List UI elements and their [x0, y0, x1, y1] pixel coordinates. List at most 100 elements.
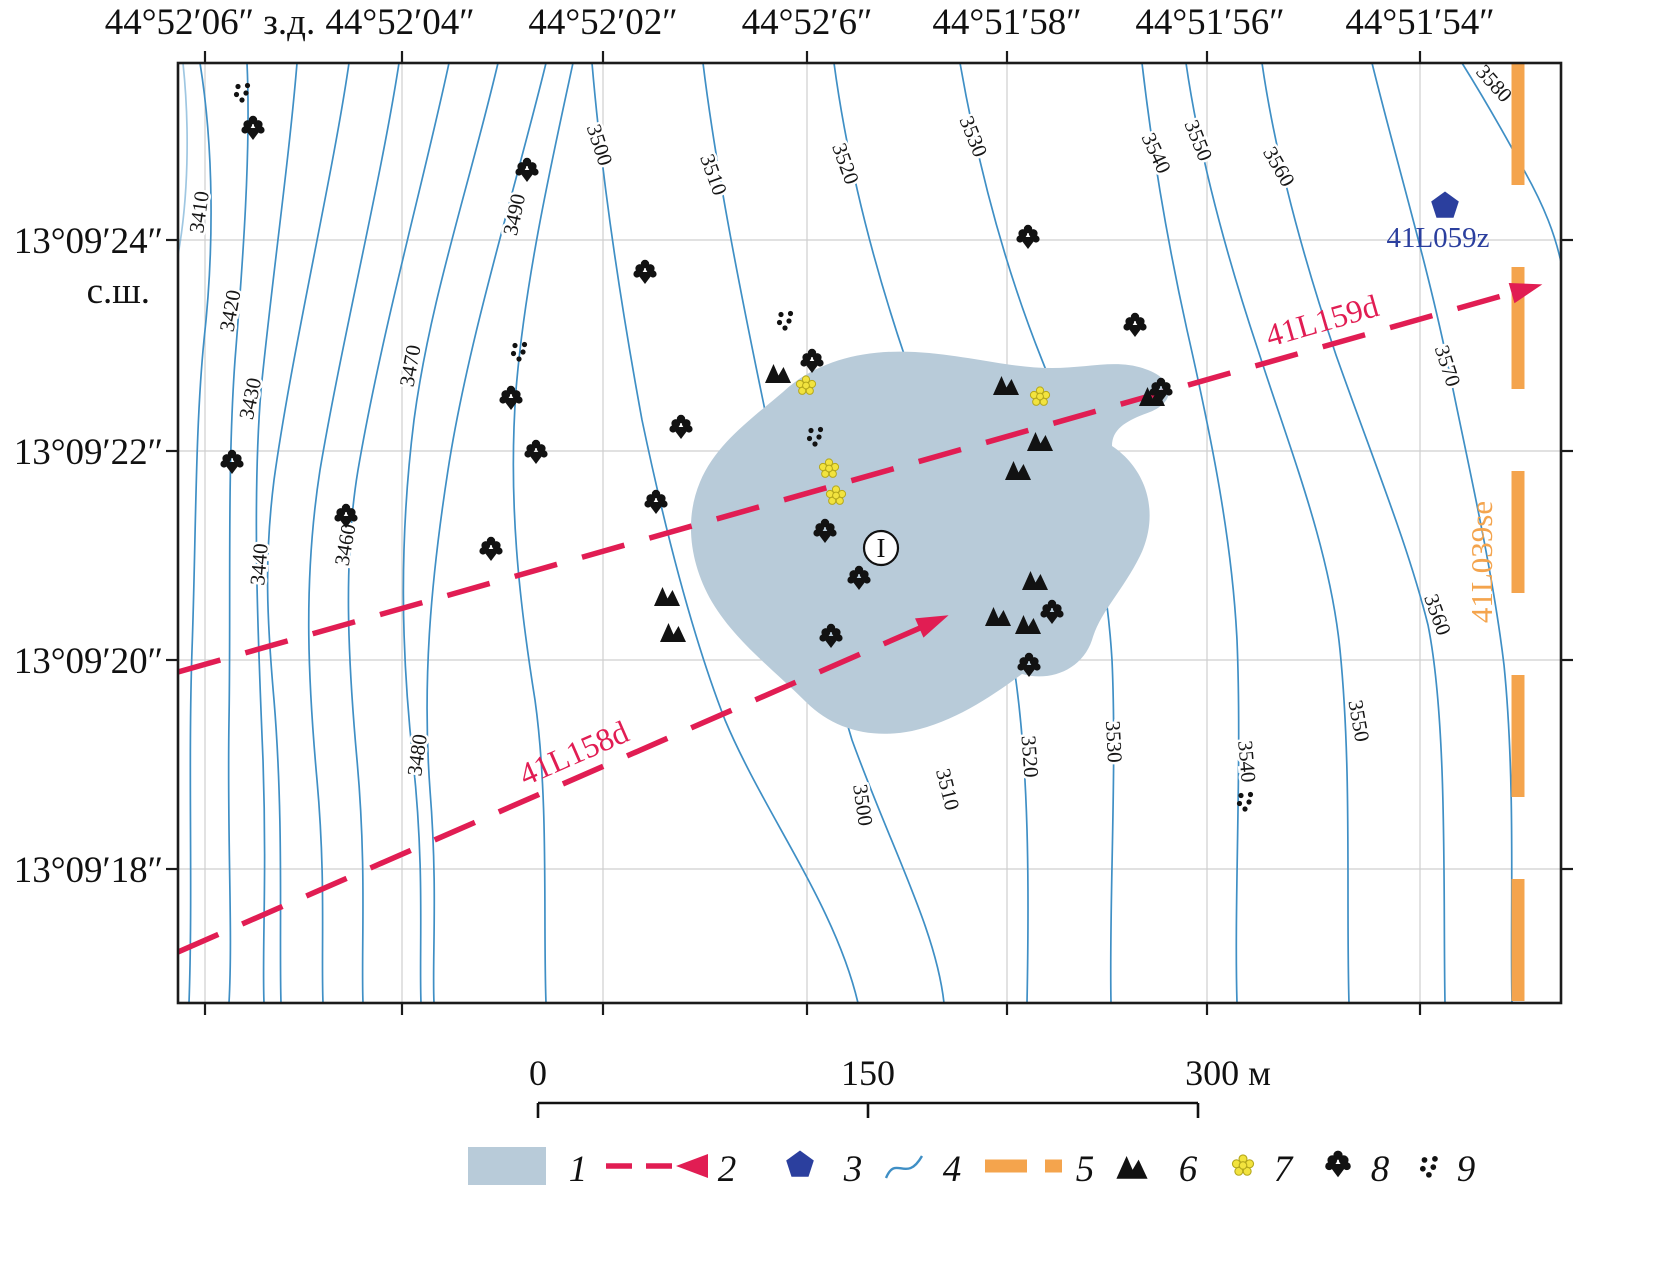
- contour-depth-label: 3550: [1343, 698, 1374, 744]
- contour-depth-label: 3500: [582, 121, 618, 168]
- area-circle: [862, 529, 900, 567]
- contour-line: [1461, 63, 1561, 263]
- contour-depth-label: 3480: [402, 733, 432, 778]
- legend-arrowhead-icon: [676, 1154, 708, 1178]
- contour-depth-label: 3410: [184, 190, 214, 235]
- contour-depth-label: 3570: [1430, 342, 1466, 389]
- contour-depth-label: 3510: [695, 151, 732, 199]
- lon-label: 44°52′06″ з.д.: [105, 2, 316, 43]
- shell-cluster-icon: [1016, 224, 1040, 249]
- contour-depth-label: 3530: [954, 112, 992, 160]
- track-arrowhead-icon: [1508, 283, 1543, 304]
- contour-depth-label: 3430: [234, 376, 266, 422]
- contour-depth-label: 3530: [1101, 720, 1127, 763]
- dots-icon: [1236, 791, 1254, 812]
- legend-number: 6: [1179, 1149, 1198, 1190]
- shell-cluster-icon: [515, 157, 539, 182]
- lon-label: 44°52′02″: [528, 2, 677, 43]
- shell-cluster-icon: [241, 115, 265, 140]
- lon-label: 44°51′54″: [1345, 2, 1494, 43]
- scale-label-end: 300 м: [1185, 1053, 1271, 1093]
- contour-line: [255, 63, 298, 1003]
- lon-label: 44°52′04″: [325, 2, 474, 43]
- contour-line: [266, 63, 350, 1003]
- chimney-icon: [765, 364, 791, 383]
- legend-contour-sample: [884, 1155, 924, 1179]
- longitude-axis: 44°52′06″ з.д. 44°52′04″ 44°52′02″ 44°52…: [105, 2, 1495, 43]
- contour-line: [347, 63, 450, 1003]
- map-frame: [176, 61, 1563, 1005]
- contour-line: [1185, 63, 1350, 1003]
- legend-dots-icon: [1419, 1155, 1438, 1178]
- scale-label-middle: 150: [841, 1053, 895, 1093]
- legend-number: 3: [843, 1149, 863, 1190]
- contour-line: [1261, 63, 1446, 1003]
- shell-cluster-icon: [479, 536, 503, 561]
- hydrothermal-field-area: [690, 351, 1169, 734]
- track-label-41L159d: 41L159d: [1261, 287, 1382, 353]
- lat-label: 13°09′24″: [14, 221, 163, 262]
- legend-number: 8: [1371, 1149, 1390, 1190]
- contour-line: [1371, 63, 1513, 1003]
- legend-pentagon-icon: [786, 1150, 814, 1177]
- legend-chimney-icon: [1116, 1156, 1148, 1179]
- lon-label: 44°51′56″: [1135, 2, 1284, 43]
- lon-label: 44°51′58″: [932, 2, 1081, 43]
- legend-number: 9: [1457, 1149, 1476, 1190]
- contour-line: [512, 63, 574, 1003]
- dots-icon: [776, 310, 794, 331]
- contour-line: [591, 63, 859, 1003]
- profile-label: 41L039se: [1464, 501, 1499, 623]
- track-arrowhead-icon: [915, 615, 949, 638]
- contour-depth-label: 3500: [848, 783, 878, 828]
- lat-label: 13°09′20″: [14, 641, 163, 682]
- shell-cluster-icon: [524, 439, 548, 464]
- contour-depth-label: 3540: [1137, 129, 1177, 177]
- contour-depth-label: 3460: [330, 522, 361, 568]
- contour-depth-label: 3440: [245, 542, 273, 586]
- scale-label-start: 0: [529, 1053, 547, 1093]
- legend-number: 2: [718, 1149, 737, 1190]
- shell-cluster-icon: [644, 489, 668, 514]
- latitude-axis: 13°09′24″ с.ш. 13°09′22″ 13°09′20″ 13°09…: [14, 221, 163, 891]
- contour-line: [227, 63, 249, 1003]
- contour-depth-label: 3550: [1179, 116, 1217, 164]
- station-pentagon-icon: [1431, 191, 1459, 218]
- chimney-icon: [660, 623, 686, 642]
- contour-line: [188, 63, 212, 1003]
- contour-depth-label: 3580: [1471, 60, 1517, 107]
- contour-depth-label: 3490: [498, 192, 530, 238]
- legend-flower-icon: [1231, 1154, 1255, 1176]
- area-label: I: [877, 533, 886, 563]
- shell-cluster-icon: [220, 449, 244, 474]
- legend-number: 4: [943, 1149, 962, 1190]
- legend: 1 2 3 4 5 6 7 8 9: [468, 1147, 1475, 1190]
- scale-bar: 0 150 300 м: [529, 1053, 1271, 1118]
- lat-label: 13°09′22″: [14, 432, 163, 473]
- contour-depth-label: 3420: [215, 288, 246, 334]
- contour-depth-label: 3540: [1233, 739, 1261, 783]
- contour-line: [178, 63, 188, 256]
- contour-depth-label: 3510: [931, 766, 964, 813]
- survey-tracks: [178, 283, 1543, 955]
- legend-number: 5: [1076, 1149, 1095, 1190]
- shell-cluster-icon: [1123, 312, 1147, 337]
- lon-label: 44°52′6″: [742, 2, 873, 43]
- station-label: 41L059z: [1386, 222, 1489, 254]
- chimney-icon: [654, 587, 680, 606]
- contour-depth-label: 3520: [827, 140, 864, 188]
- legend-shell-icon: [1325, 1150, 1351, 1178]
- contour-line: [426, 63, 547, 1003]
- shell-cluster-icon: [669, 414, 693, 439]
- shell-cluster-icon: [499, 385, 523, 410]
- contour-depth-label: 3520: [1017, 735, 1044, 779]
- contour-depth-label: 3560: [1258, 142, 1300, 190]
- lat-unit-label: с.ш.: [87, 271, 150, 312]
- contour-line: [1141, 63, 1240, 1003]
- lat-label: 13°09′18″: [14, 850, 163, 891]
- legend-number: 1: [569, 1149, 588, 1190]
- contour-line: [402, 63, 499, 1003]
- axis-ticks: [166, 51, 1573, 1015]
